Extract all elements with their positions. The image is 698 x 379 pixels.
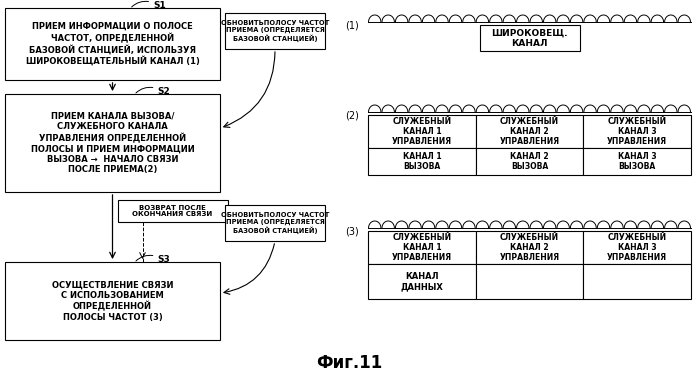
FancyBboxPatch shape: [368, 231, 475, 264]
FancyBboxPatch shape: [225, 205, 325, 241]
Text: (2): (2): [345, 110, 359, 120]
FancyBboxPatch shape: [5, 262, 220, 340]
FancyBboxPatch shape: [584, 264, 691, 299]
Text: ШИРОКОВЕЩ.
КАНАЛ: ШИРОКОВЕЩ. КАНАЛ: [491, 28, 567, 48]
FancyBboxPatch shape: [225, 13, 325, 49]
FancyBboxPatch shape: [480, 25, 579, 51]
Text: КАНАЛ
ДАННЫХ: КАНАЛ ДАННЫХ: [401, 272, 443, 291]
Text: S3: S3: [158, 255, 170, 264]
Text: Фиг.11: Фиг.11: [316, 354, 382, 372]
Text: ОБНОВИТЬПОЛОСУ ЧАСТОТ
ПРИЕМА (ОПРЕДЕЛЯЕТСЯ
БАЗОВОЙ СТАНЦИЕЙ): ОБНОВИТЬПОЛОСУ ЧАСТОТ ПРИЕМА (ОПРЕДЕЛЯЕТ…: [221, 20, 329, 42]
FancyBboxPatch shape: [368, 115, 475, 148]
FancyBboxPatch shape: [368, 264, 475, 299]
FancyBboxPatch shape: [5, 8, 220, 80]
Text: S1: S1: [153, 1, 166, 10]
FancyBboxPatch shape: [117, 200, 228, 222]
Text: КАНАЛ 3
ВЫЗОВА: КАНАЛ 3 ВЫЗОВА: [618, 152, 657, 171]
FancyBboxPatch shape: [368, 148, 475, 175]
FancyBboxPatch shape: [475, 231, 584, 264]
Text: (1): (1): [345, 20, 359, 30]
FancyBboxPatch shape: [584, 115, 691, 148]
Text: СЛУЖЕБНЫЙ
КАНАЛ 2
УПРАВЛЕНИЯ: СЛУЖЕБНЫЙ КАНАЛ 2 УПРАВЛЕНИЯ: [500, 233, 560, 262]
FancyBboxPatch shape: [5, 94, 220, 192]
FancyBboxPatch shape: [584, 148, 691, 175]
Text: ПРИЕМ ИНФОРМАЦИИ О ПОЛОСЕ
ЧАСТОТ, ОПРЕДЕЛЕННОЙ
БАЗОВОЙ СТАНЦИЕЙ, ИСПОЛЬЗУЯ
ШИРОК: ПРИЕМ ИНФОРМАЦИИ О ПОЛОСЕ ЧАСТОТ, ОПРЕДЕ…: [26, 22, 200, 66]
Text: ВОЗВРАТ ПОСЛЕ
ОКОНЧАНИЯ СВЯЗИ: ВОЗВРАТ ПОСЛЕ ОКОНЧАНИЯ СВЯЗИ: [133, 205, 213, 218]
FancyBboxPatch shape: [475, 264, 584, 299]
Text: СЛУЖЕБНЫЙ
КАНАЛ 1
УПРАВЛЕНИЯ: СЛУЖЕБНЫЙ КАНАЛ 1 УПРАВЛЕНИЯ: [392, 233, 452, 262]
FancyBboxPatch shape: [584, 231, 691, 264]
Text: СЛУЖЕБНЫЙ
КАНАЛ 1
УПРАВЛЕНИЯ: СЛУЖЕБНЫЙ КАНАЛ 1 УПРАВЛЕНИЯ: [392, 117, 452, 146]
Text: КАНАЛ 1
ВЫЗОВА: КАНАЛ 1 ВЫЗОВА: [403, 152, 441, 171]
Text: S2: S2: [158, 87, 170, 96]
Text: КАНАЛ 2
ВЫЗОВА: КАНАЛ 2 ВЫЗОВА: [510, 152, 549, 171]
Text: (3): (3): [345, 226, 359, 236]
Text: ОБНОВИТЬПОЛОСУ ЧАСТОТ
ПРИЕМА (ОПРЕДЕЛЯЕТСЯ
БАЗОВОЙ СТАНЦИЕЙ): ОБНОВИТЬПОЛОСУ ЧАСТОТ ПРИЕМА (ОПРЕДЕЛЯЕТ…: [221, 212, 329, 234]
Text: ПРИЕМ КАНАЛА ВЫЗОВА/
СЛУЖЕБНОГО КАНАЛА
УПРАВЛЕНИЯ ОПРЕДЕЛЕННОЙ
ПОЛОСЫ И ПРИЕМ ИН: ПРИЕМ КАНАЛА ВЫЗОВА/ СЛУЖЕБНОГО КАНАЛА У…: [31, 112, 194, 174]
FancyBboxPatch shape: [475, 115, 584, 148]
Text: ОСУЩЕСТВЛЕНИЕ СВЯЗИ
С ИСПОЛЬЗОВАНИЕМ
ОПРЕДЕЛЕННОЙ
ПОЛОСЫ ЧАСТОТ (3): ОСУЩЕСТВЛЕНИЕ СВЯЗИ С ИСПОЛЬЗОВАНИЕМ ОПР…: [52, 280, 173, 322]
Text: СЛУЖЕБНЫЙ
КАНАЛ 2
УПРАВЛЕНИЯ: СЛУЖЕБНЫЙ КАНАЛ 2 УПРАВЛЕНИЯ: [500, 117, 560, 146]
Text: СЛУЖЕБНЫЙ
КАНАЛ 3
УПРАВЛЕНИЯ: СЛУЖЕБНЫЙ КАНАЛ 3 УПРАВЛЕНИЯ: [607, 233, 667, 262]
FancyBboxPatch shape: [475, 148, 584, 175]
Text: СЛУЖЕБНЫЙ
КАНАЛ 3
УПРАВЛЕНИЯ: СЛУЖЕБНЫЙ КАНАЛ 3 УПРАВЛЕНИЯ: [607, 117, 667, 146]
